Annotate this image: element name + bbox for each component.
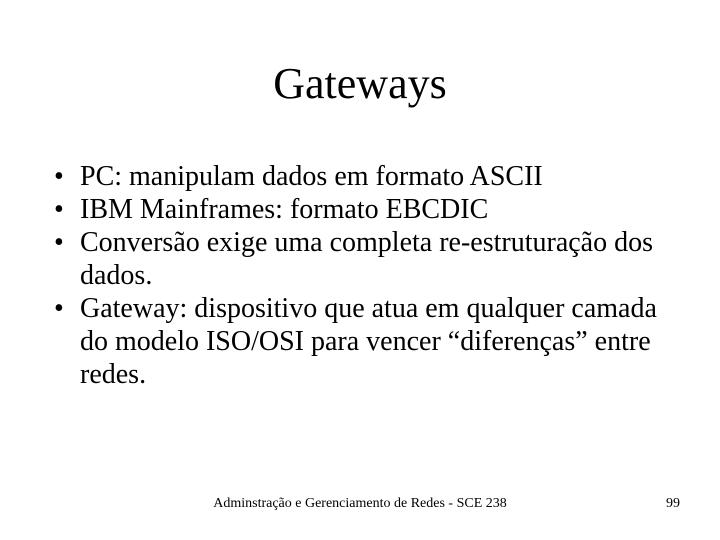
list-item: Conversão exige uma completa re-estrutur…: [54, 226, 674, 292]
page-number: 99: [666, 496, 680, 512]
list-item: IBM Mainframes: formato EBCDIC: [54, 193, 674, 226]
list-item: PC: manipulam dados em formato ASCII: [54, 160, 674, 193]
footer-text: Adminstração e Gerenciamento de Redes - …: [0, 496, 720, 512]
slide-body: PC: manipulam dados em formato ASCII IBM…: [54, 160, 674, 391]
slide: Gateways PC: manipulam dados em formato …: [0, 0, 720, 540]
bullet-list: PC: manipulam dados em formato ASCII IBM…: [54, 160, 674, 391]
slide-title: Gateways: [0, 58, 720, 109]
list-item: Gateway: dispositivo que atua em qualque…: [54, 292, 674, 391]
